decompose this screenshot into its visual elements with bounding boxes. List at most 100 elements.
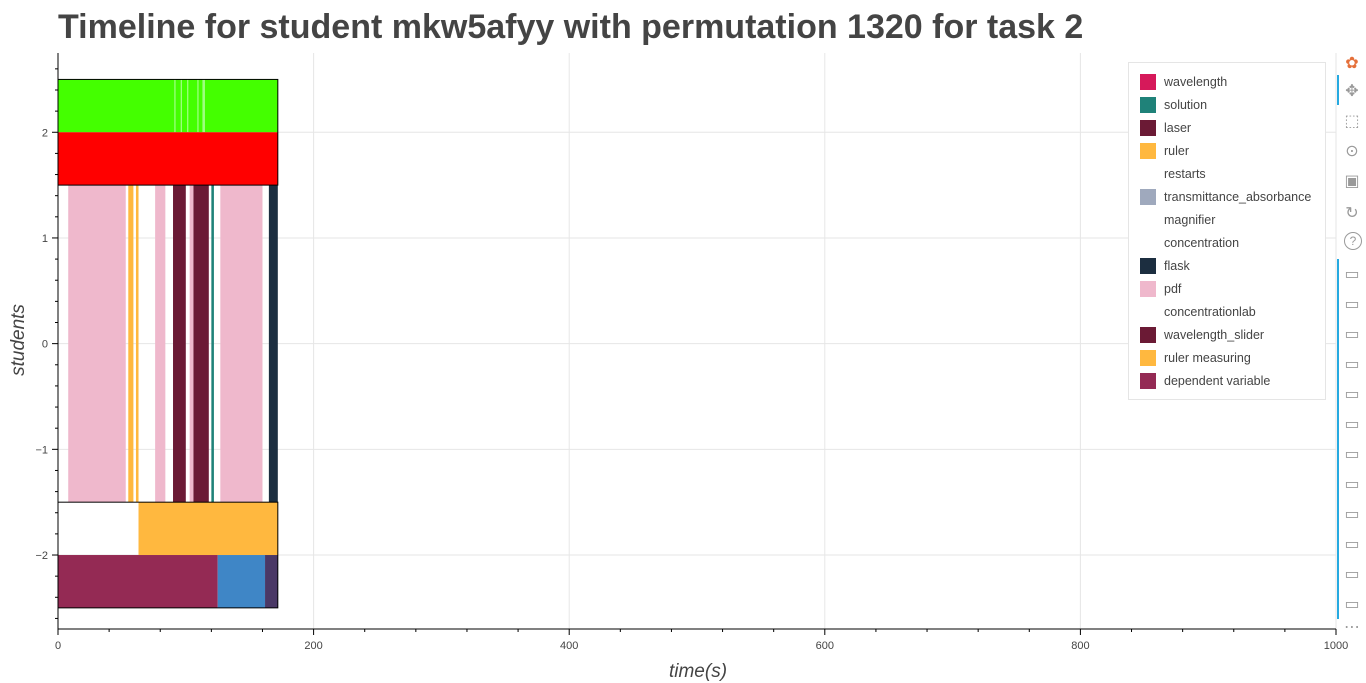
hover-icon[interactable]: ▭ <box>1344 386 1360 403</box>
legend-label: solution <box>1164 98 1208 112</box>
legend-label: wavelength_slider <box>1164 328 1265 342</box>
legend-swatch <box>1140 212 1156 228</box>
legend-item[interactable]: concentration <box>1140 234 1239 252</box>
timeline-segment[interactable] <box>189 185 194 503</box>
hover-icon[interactable]: ▭ <box>1344 596 1360 613</box>
legend-label: wavelength <box>1164 75 1228 89</box>
timeline-segment[interactable] <box>265 555 278 608</box>
legend-swatch <box>1140 235 1156 251</box>
hover-icon[interactable]: ▭ <box>1344 446 1360 463</box>
legend-item[interactable]: transmittance_absorbance <box>1140 188 1311 206</box>
more-tools-icon[interactable]: ⋯ <box>1344 619 1360 636</box>
legend-swatch <box>1140 373 1156 389</box>
x-tick-label: 800 <box>1071 640 1089 652</box>
hover-icon[interactable]: ▭ <box>1344 296 1360 313</box>
chart-title: Timeline for student mkw5afyy with permu… <box>58 8 1084 46</box>
timeline-segment[interactable] <box>173 185 186 503</box>
pan-icon[interactable]: ✥ <box>1345 83 1359 100</box>
legend-label: transmittance_absorbance <box>1164 190 1312 204</box>
x-axis-title: time(s) <box>669 661 727 682</box>
legend-swatch <box>1140 97 1156 113</box>
legend-item[interactable]: wavelength_slider <box>1140 326 1264 344</box>
legend-item[interactable]: magnifier <box>1140 211 1215 229</box>
timeline-segment[interactable] <box>211 185 214 503</box>
hover-icon[interactable]: ▭ <box>1344 356 1360 373</box>
timeline-segment[interactable] <box>58 132 278 186</box>
hover-icon[interactable]: ▭ <box>1344 476 1360 493</box>
toolbar-divider <box>1337 259 1339 619</box>
timeline-segment[interactable] <box>68 185 126 503</box>
hover-icon[interactable]: ▭ <box>1344 266 1360 283</box>
save-icon[interactable]: ▣ <box>1344 173 1360 190</box>
timeline-segment[interactable] <box>197 79 199 133</box>
timeline-segment[interactable] <box>268 185 278 503</box>
timeline-segment[interactable] <box>138 502 278 556</box>
hover-icon[interactable]: ▭ <box>1344 566 1360 583</box>
hover-icon[interactable]: ▭ <box>1344 536 1360 553</box>
timeline-segment[interactable] <box>217 555 266 608</box>
toolbar-divider <box>1337 75 1339 105</box>
legend-label: pdf <box>1164 282 1182 296</box>
legend-label: magnifier <box>1164 213 1216 227</box>
legend-item[interactable]: ruler measuring <box>1140 349 1251 367</box>
axes: 0 200 400 600 800 1000 −2 −1 0 1 2 <box>35 53 1348 652</box>
timeline-segment[interactable] <box>135 185 139 503</box>
legend-item[interactable]: solution <box>1140 96 1207 114</box>
legend-swatch <box>1140 74 1156 90</box>
wheel-zoom-icon[interactable]: ⊙ <box>1345 143 1359 160</box>
timeline-segment[interactable] <box>58 555 218 608</box>
y-tick-label: −2 <box>35 550 48 562</box>
chart-legend[interactable]: wavelength solution laser ruler restarts tran… <box>1128 62 1326 400</box>
legend-item[interactable]: wavelength <box>1140 73 1227 91</box>
x-tick-label: 1000 <box>1324 640 1348 652</box>
legend-label: concentration <box>1164 236 1240 250</box>
timeline-segment[interactable] <box>220 185 263 503</box>
reset-icon[interactable]: ↻ <box>1345 205 1359 222</box>
y-axis-title: students <box>8 304 29 376</box>
legend-item[interactable]: pdf <box>1140 280 1181 298</box>
x-tick-label: 600 <box>816 640 834 652</box>
legend-label: dependent variable <box>1164 374 1271 388</box>
legend-item[interactable]: laser <box>1140 119 1191 137</box>
legend-label: restarts <box>1164 167 1206 181</box>
plot-toolbar: ✿ ✥ ⬚ ⊙ ▣ ↻? ▭ ▭ ▭ ▭ ▭ ▭ ▭ ▭ ▭ ▭ ▭ ▭ ⋯ <box>1337 48 1366 638</box>
timeline-segment[interactable] <box>174 79 176 133</box>
legend-swatch <box>1140 281 1156 297</box>
timeline-segment[interactable] <box>155 185 166 503</box>
x-tick-label: 400 <box>560 640 578 652</box>
legend-swatch <box>1140 120 1156 136</box>
hover-icon[interactable]: ▭ <box>1344 416 1360 433</box>
legend-label: laser <box>1164 121 1192 135</box>
y-tick-label: 0 <box>42 339 48 351</box>
legend-swatch <box>1140 143 1156 159</box>
legend-label: concentrationlab <box>1164 305 1256 319</box>
legend-label: ruler measuring <box>1164 351 1251 365</box>
timeline-segment[interactable] <box>202 79 205 133</box>
hover-icon[interactable]: ▭ <box>1344 506 1360 523</box>
timeline-segment[interactable] <box>187 79 189 133</box>
y-tick-label: −1 <box>35 444 48 456</box>
help-icon[interactable]: ? <box>1344 232 1362 250</box>
timeline-segment[interactable] <box>180 79 182 133</box>
bokeh-logo-icon: ✿ <box>1345 55 1359 72</box>
box-zoom-icon[interactable]: ⬚ <box>1344 113 1360 130</box>
legend-swatch <box>1140 304 1156 320</box>
legend-swatch <box>1140 189 1156 205</box>
timeline-bars <box>58 79 278 608</box>
timeline-segment[interactable] <box>193 185 209 503</box>
legend-item[interactable]: flask <box>1140 257 1190 275</box>
legend-label: ruler <box>1164 144 1190 158</box>
legend-label: flask <box>1164 259 1190 273</box>
hover-icon[interactable]: ▭ <box>1344 326 1360 343</box>
y-tick-label: 2 <box>42 127 48 139</box>
legend-item[interactable]: dependent variable <box>1140 372 1270 390</box>
x-tick-label: 0 <box>55 640 61 652</box>
legend-swatch <box>1140 327 1156 343</box>
timeline-segment[interactable] <box>58 79 278 133</box>
legend-swatch <box>1140 166 1156 182</box>
legend-item[interactable]: ruler <box>1140 142 1189 160</box>
legend-item[interactable]: restarts <box>1140 165 1206 183</box>
timeline-segment[interactable] <box>128 185 134 503</box>
legend-item[interactable]: concentrationlab <box>1140 303 1256 321</box>
